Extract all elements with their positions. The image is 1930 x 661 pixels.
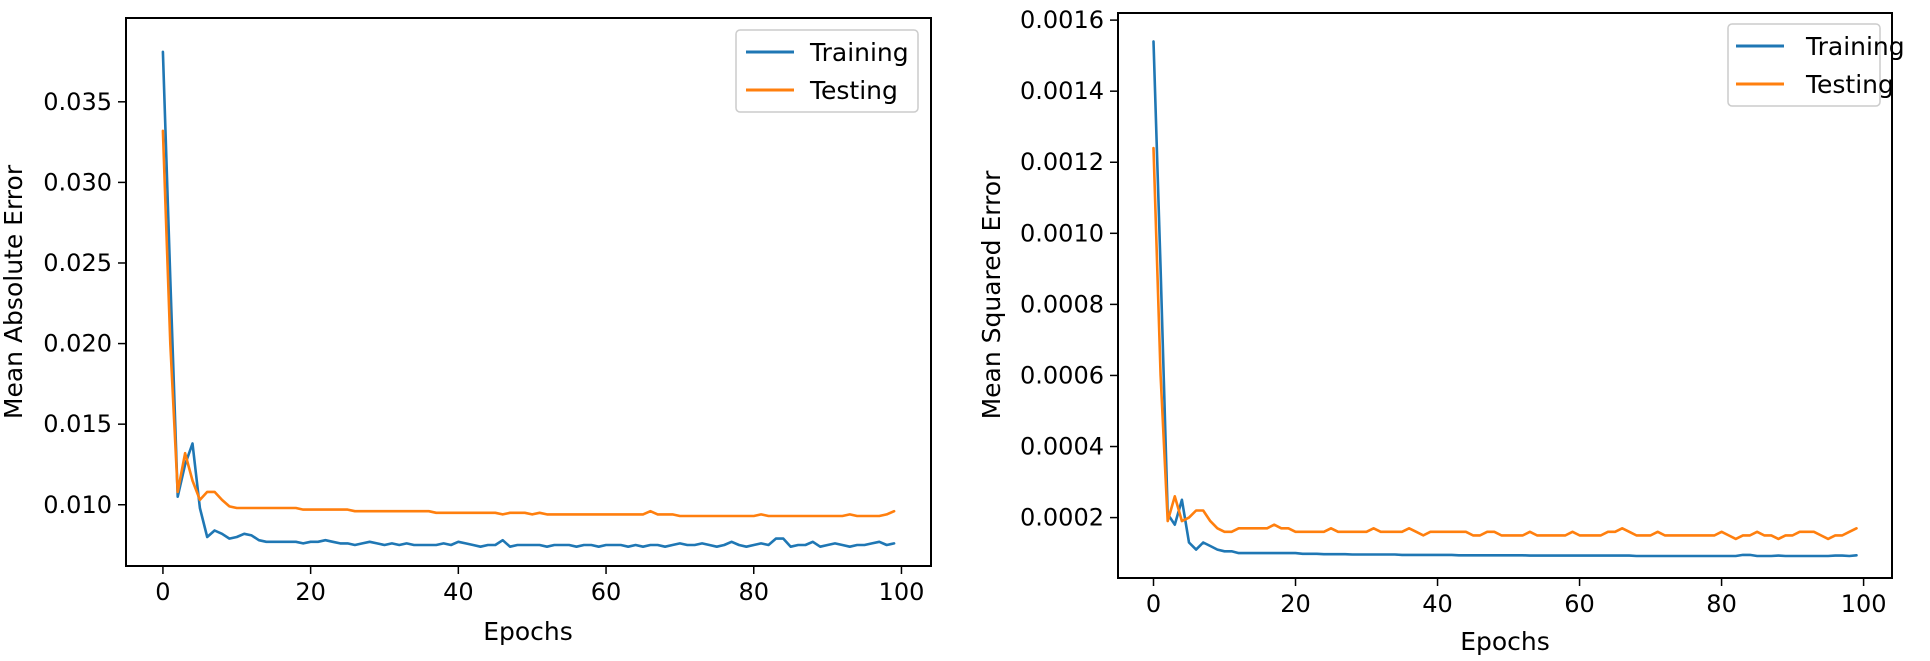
mae-legend: Training Testing (735, 29, 919, 113)
mse-y-tick-label: 0.0004 (1020, 433, 1104, 461)
mae-y-tick-label: 0.015 (43, 410, 112, 438)
mse-y-tick-label: 0.0002 (1020, 504, 1104, 532)
mse-legend-testing-label: Testing (1805, 70, 1894, 99)
mae-series-testing-line (161, 129, 896, 518)
mse-y-tick-label: 0.0014 (1020, 77, 1104, 105)
mse-y-tick-label: 0.0012 (1020, 148, 1104, 176)
mse-y-axis-label: Mean Squared Error (977, 170, 1006, 420)
mae-y-tick-label: 0.030 (43, 168, 112, 196)
mse-x-tick-label: 0 (1146, 590, 1161, 618)
mae-legend-testing-label: Testing (809, 76, 898, 105)
mae-series-training-line (161, 50, 896, 549)
mse-y-tick-label: 0.0010 (1020, 219, 1104, 247)
mse-y-tick-label: 0.0016 (1020, 6, 1104, 34)
mae-x-ticks: 0 20 40 60 80 100 (155, 566, 924, 606)
mse-chart: 0.0002 0.0004 0.0006 0.0008 0.0010 0.0012 0.00… (977, 6, 1905, 656)
mae-lines (161, 50, 896, 549)
mae-y-tick-label: 0.025 (43, 249, 112, 277)
mse-y-tick-label: 0.0006 (1020, 361, 1104, 389)
mse-lines (1152, 40, 1858, 558)
mae-legend-training-label: Training (809, 38, 909, 67)
mae-y-tick-label: 0.035 (43, 88, 112, 116)
mse-x-axis-label: Epochs (1460, 627, 1550, 656)
mse-series-training-line (1152, 40, 1858, 558)
mae-x-tick-label: 40 (443, 578, 474, 606)
mae-x-tick-label: 60 (591, 578, 622, 606)
mae-x-tick-label: 0 (155, 578, 170, 606)
mae-y-axis-label: Mean Absolute Error (0, 164, 28, 419)
mse-x-ticks: 0 20 40 60 80 100 (1146, 578, 1887, 618)
mse-y-tick-label: 0.0008 (1020, 290, 1104, 318)
mae-x-tick-label: 80 (738, 578, 769, 606)
mse-legend: Training Testing (1727, 23, 1905, 107)
mae-chart: 0.010 0.015 0.020 0.025 0.030 0.035 0 20 40 60 80… (0, 17, 932, 646)
mae-y-tick-label: 0.020 (43, 330, 112, 358)
mse-series-testing-line (1152, 146, 1858, 541)
mse-x-tick-label: 100 (1841, 590, 1887, 618)
mse-x-tick-label: 40 (1422, 590, 1453, 618)
mae-x-tick-label: 20 (295, 578, 326, 606)
mse-legend-training-label: Training (1805, 32, 1905, 61)
mse-plot-area (1117, 12, 1893, 579)
mae-x-axis-label: Epochs (483, 617, 573, 646)
mse-x-tick-label: 60 (1564, 590, 1595, 618)
mse-y-ticks: 0.0002 0.0004 0.0006 0.0008 0.0010 0.0012 0.00… (1020, 6, 1118, 532)
mae-x-tick-label: 100 (879, 578, 925, 606)
mse-x-tick-label: 80 (1706, 590, 1737, 618)
mae-y-ticks: 0.010 0.015 0.020 0.025 0.030 0.035 (43, 88, 126, 519)
mse-x-tick-label: 20 (1280, 590, 1311, 618)
mae-y-tick-label: 0.010 (43, 491, 112, 519)
